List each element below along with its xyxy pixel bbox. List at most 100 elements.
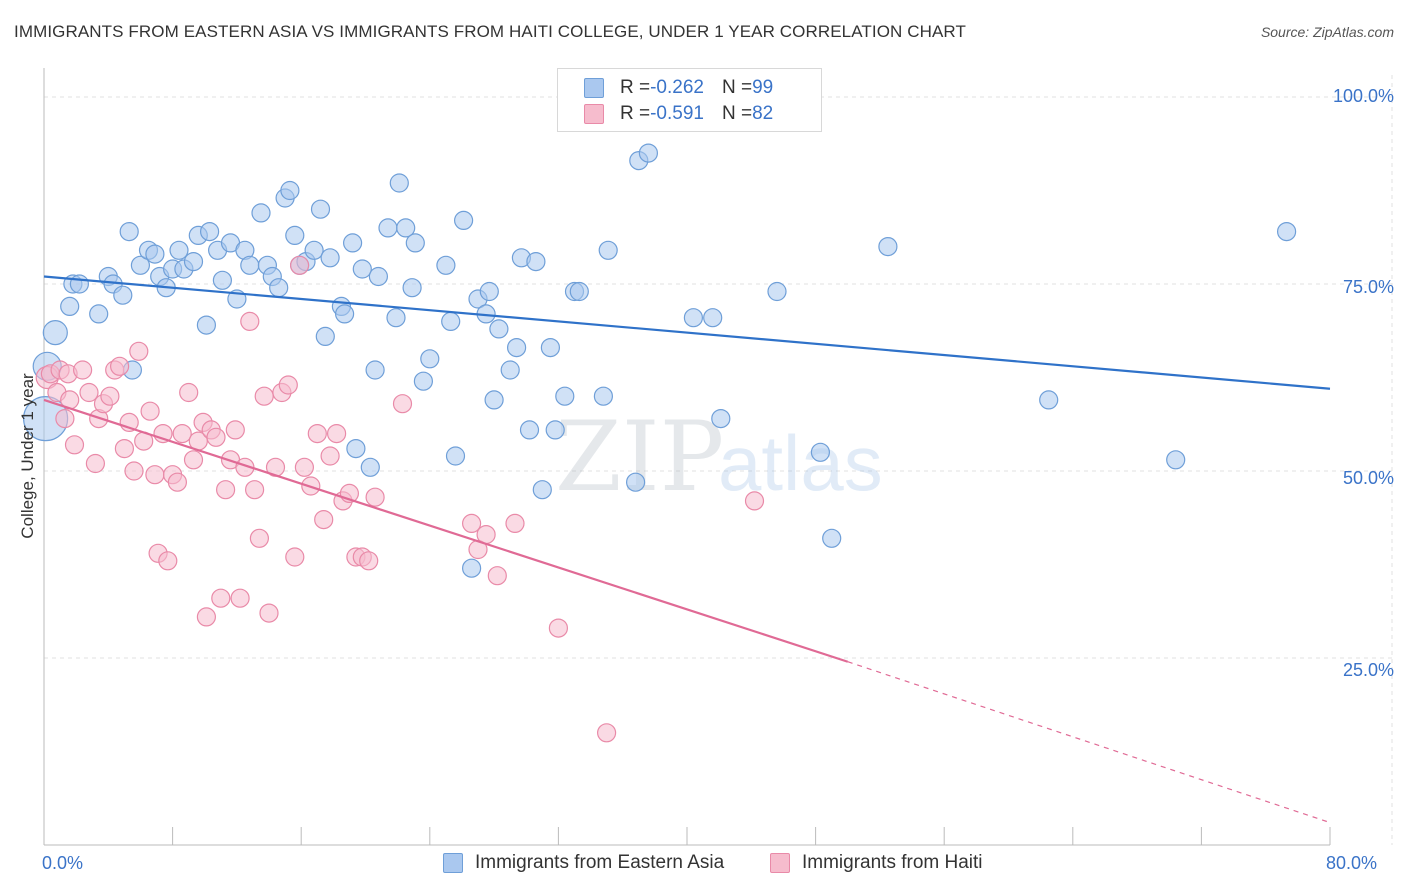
data-point [307,424,327,444]
data-point [506,338,527,358]
data-point [335,304,355,324]
data-point [169,240,189,260]
data-point [294,457,314,477]
data-point [254,386,274,406]
data-point [489,319,509,339]
data-point [119,222,139,242]
data-point [703,308,723,328]
data-point [365,360,385,380]
data-point [64,435,85,455]
data-point [259,603,279,623]
data-point [479,281,499,302]
data-point [346,439,366,459]
data-point [212,270,232,290]
data-point [555,386,575,406]
data-point [683,308,704,328]
data-point [389,173,409,193]
data-point [230,588,250,608]
trend-line-eastern-asia [43,275,1331,390]
data-point [545,420,565,440]
y-tick-label: 75.0% [1342,277,1394,297]
data-point [167,472,187,492]
data-point [500,360,520,380]
source-attribution: Source: ZipAtlas.com [1260,24,1394,40]
data-point [368,266,388,287]
data-point [526,252,546,272]
data-point [285,547,305,567]
legend-n-label: N = [721,103,753,124]
watermark-atlas: atlas [718,419,883,507]
data-point [245,480,265,500]
data-point [487,566,507,586]
data-point [113,285,133,305]
data-point [211,588,231,608]
data-point [320,248,340,268]
data-point [519,420,540,440]
data-point [320,446,340,466]
y-tick-label: 100.0% [1332,86,1394,106]
legend-row-eastern-asia: R = -0.262 N = 99 [584,77,773,99]
legend-label: Immigrants from Haiti [802,852,983,873]
data-point [540,338,561,358]
data-point [158,551,178,571]
data-point [1276,222,1297,242]
data-point [445,446,466,466]
data-point [69,274,90,294]
data-point [360,457,380,477]
data-point [285,225,305,245]
x-tick-label: 80.0% [1326,853,1378,873]
data-point [140,401,160,421]
data-point [85,453,106,474]
data-point [396,218,416,238]
data-point [386,308,406,328]
data-point [196,607,216,627]
data-point [548,618,569,638]
data-point [315,326,335,346]
data-point [60,296,80,316]
data-point [290,255,310,275]
trend-line-haiti-extension [847,661,1331,824]
watermark: ZIP atlas [555,401,883,513]
legend-swatch-pink [770,853,790,873]
data-point [100,386,120,406]
data-point [310,199,331,219]
data-point [352,259,372,279]
data-point [413,371,433,391]
data-point [240,255,260,275]
data-point [145,465,165,485]
y-tick-label: 25.0% [1342,660,1394,680]
data-point [240,311,260,331]
data-point [79,382,99,403]
data-point [251,203,271,223]
data-point [183,450,204,470]
data-point [359,551,379,571]
data-point [744,491,765,511]
data-point [532,480,552,500]
legend-label: Immigrants from Eastern Asia [475,852,725,873]
data-point [216,480,236,500]
data-point [596,723,617,743]
data-point [269,278,289,298]
data-point [1039,390,1059,410]
data-point [392,394,413,414]
data-point [598,240,618,260]
y-axis-label: College, Under 1 year [18,373,37,539]
data-point [767,281,787,302]
legend-r-label: R = [620,103,651,124]
data-point [822,528,842,548]
data-point [810,442,831,462]
data-point [405,233,425,253]
data-point [462,558,482,578]
x-tick-label: 0.0% [42,853,84,873]
legend-swatch-blue [584,78,604,98]
data-point [114,439,135,459]
series-haiti [35,255,765,743]
data-point [420,349,440,369]
data-point [206,427,226,447]
data-point [280,180,300,201]
data-point [145,244,165,264]
data-point [89,304,109,324]
data-point [638,143,659,163]
data-point [1166,450,1186,470]
legend-r-value: -0.591 [650,103,704,124]
